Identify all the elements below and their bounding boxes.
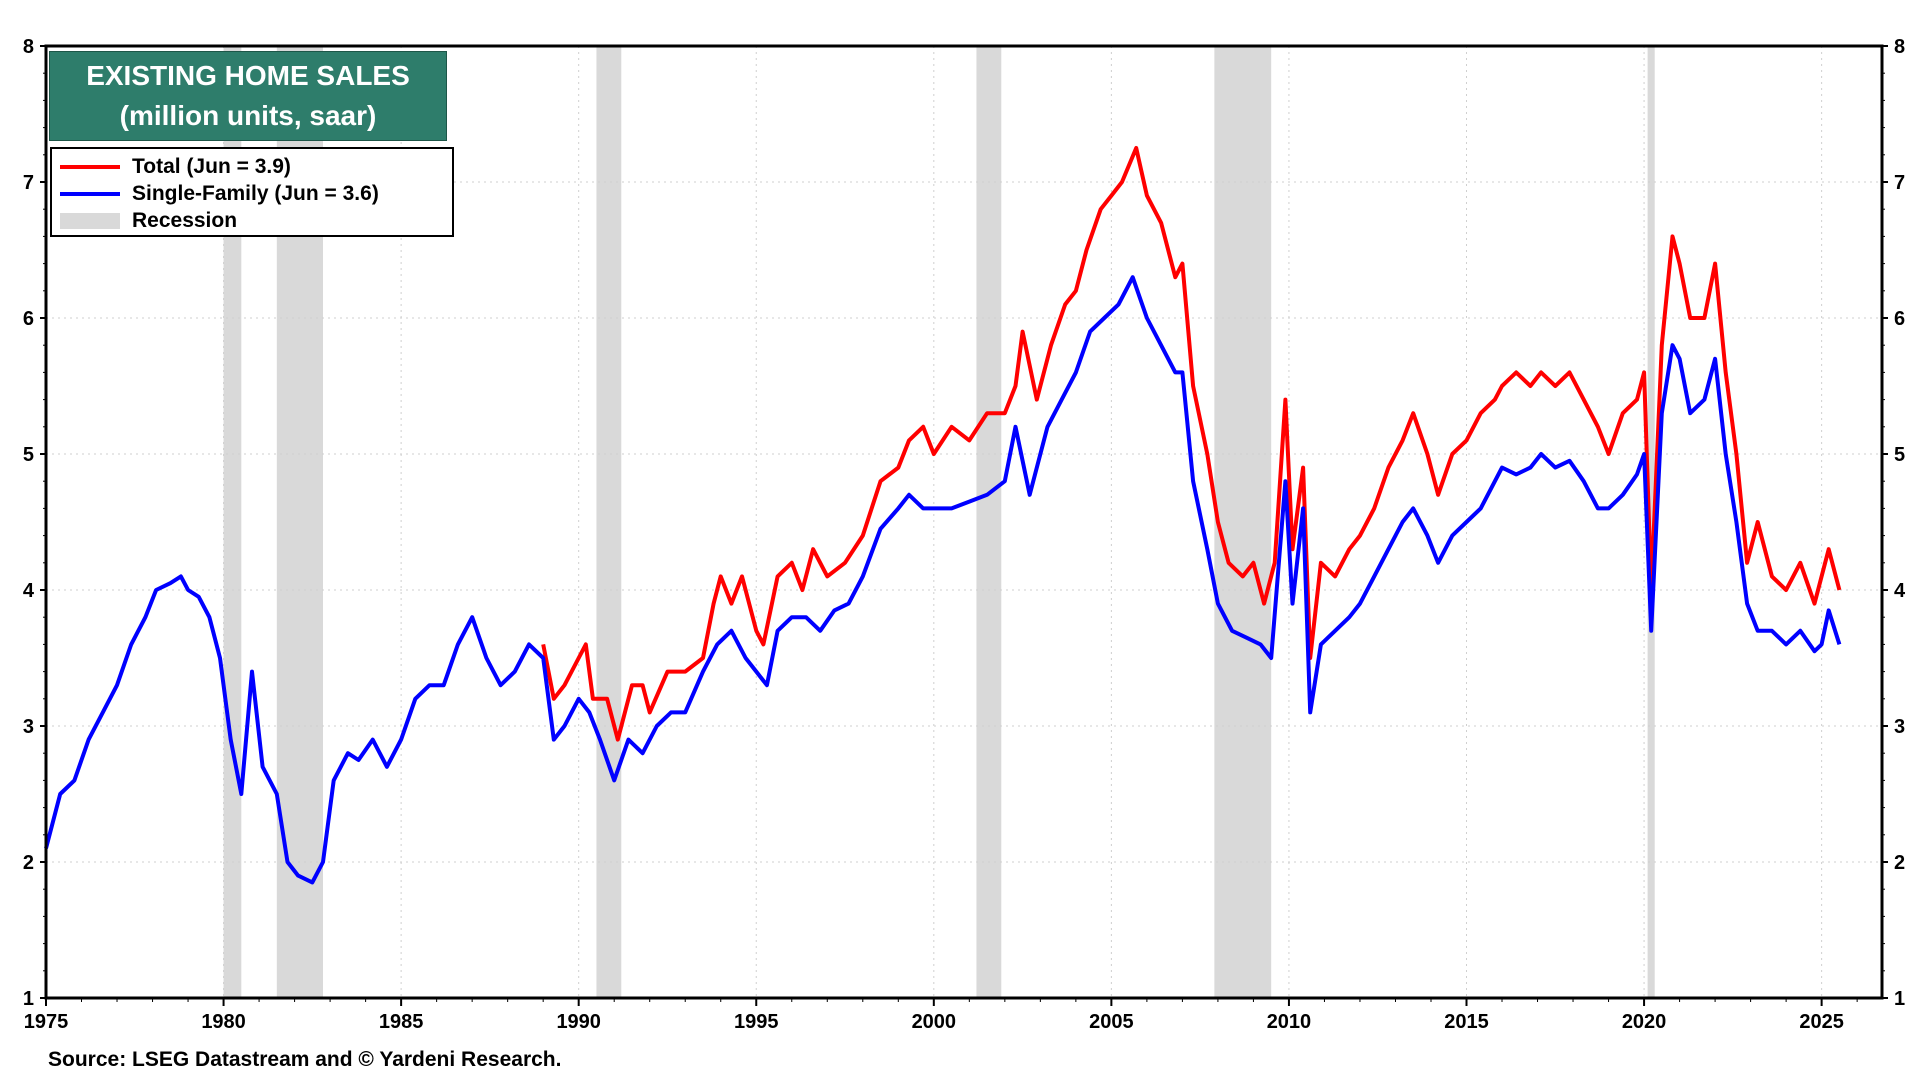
y-tick-label-left: 3 (23, 716, 34, 738)
chart-title-line1: EXISTING HOME SALES (86, 60, 410, 91)
y-tick-label-right: 7 (1894, 172, 1905, 194)
y-tick-label-left: 6 (23, 308, 34, 330)
y-tick-label-right: 4 (1894, 580, 1906, 602)
y-tick-label-right: 2 (1894, 852, 1905, 874)
x-tick-label: 1995 (734, 1011, 779, 1033)
y-tick-label-left: 1 (23, 988, 34, 1010)
x-tick-label: 2020 (1622, 1011, 1667, 1033)
legend-swatch-total (60, 164, 120, 169)
y-tick-label-left: 8 (23, 36, 34, 58)
x-tick-label: 1985 (379, 1011, 424, 1033)
x-tick-label: 2010 (1267, 1011, 1312, 1033)
x-tick-label: 2005 (1089, 1011, 1134, 1033)
legend-item-recession: Recession (60, 207, 452, 234)
y-tick-label-right: 5 (1894, 444, 1905, 466)
legend-swatch-single-family (60, 191, 120, 196)
y-tick-label-left: 7 (23, 172, 34, 194)
y-axis-right-ticks: 1 2 3 4 5 6 7 8 (1882, 36, 1906, 1010)
legend-swatch-recession (60, 212, 120, 229)
x-tick-label: 1980 (201, 1011, 246, 1033)
data-series (44, 146, 1842, 885)
recession-band (1647, 46, 1655, 998)
x-tick-label: 1990 (556, 1011, 601, 1033)
legend-item-total: Total (Jun = 3.9) (60, 153, 452, 180)
y-tick-label-right: 1 (1894, 988, 1905, 1010)
x-tick-label: 1975 (24, 1011, 69, 1033)
recession-band (223, 46, 242, 998)
source-note: Source: LSEG Datastream and © Yardeni Re… (48, 1048, 562, 1071)
recession-band (976, 46, 1002, 998)
y-tick-label-left: 2 (23, 852, 34, 874)
x-tick-label: 2025 (1799, 1011, 1844, 1033)
legend-label-single-family: Single-Family (Jun = 3.6) (132, 181, 379, 205)
y-tick-label-right: 3 (1894, 716, 1905, 738)
legend-label-total: Total (Jun = 3.9) (132, 154, 291, 178)
legend-item-single-family: Single-Family (Jun = 3.6) (60, 180, 452, 207)
y-tick-label-right: 6 (1894, 308, 1905, 330)
series-line-total (541, 146, 1842, 742)
legend: Total (Jun = 3.9) Single-Family (Jun = 3… (50, 147, 454, 237)
recession-band (1214, 46, 1272, 998)
x-tick-label: 2000 (912, 1011, 957, 1033)
x-axis-ticks: 1975 1980 1985 1990 1995 2000 2005 2010 2015 2020… (24, 998, 1858, 1033)
series-line-single-family (44, 275, 1842, 885)
recession-band (596, 46, 622, 998)
x-tick-label: 2015 (1444, 1011, 1489, 1033)
chart-title: EXISTING HOME SALES (million units, saar… (50, 52, 446, 140)
y-tick-label-right: 8 (1894, 36, 1905, 58)
chart-title-line2: (million units, saar) (119, 100, 377, 131)
legend-label-recession: Recession (132, 208, 238, 232)
plot-frame (44, 44, 1884, 1000)
y-axis-left-ticks: 1 2 3 4 5 6 7 8 (23, 36, 46, 1010)
recession-bands (223, 46, 1655, 998)
y-tick-label-left: 5 (23, 444, 34, 466)
y-tick-label-left: 4 (23, 580, 35, 602)
